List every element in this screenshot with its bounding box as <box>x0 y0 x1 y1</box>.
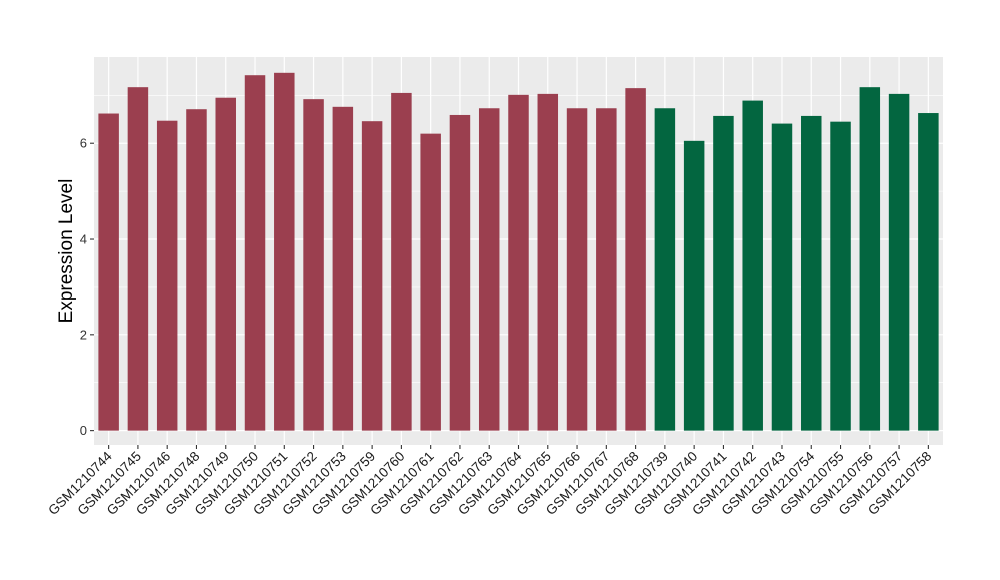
bar-GSM1210764 <box>508 94 529 431</box>
bar-GSM1210740 <box>683 140 705 431</box>
bar-GSM1210745 <box>127 87 149 431</box>
bar-GSM1210744 <box>98 113 119 431</box>
bar-GSM1210746 <box>156 120 178 431</box>
y-axis-title: Expression Level <box>56 179 77 324</box>
y-tick-label: 2 <box>80 327 87 342</box>
bar-GSM1210763 <box>478 108 500 431</box>
bar-GSM1210742 <box>742 100 763 431</box>
bar-GSM1210766 <box>566 108 588 431</box>
bar-GSM1210751 <box>274 72 295 431</box>
bar-GSM1210755 <box>830 121 851 431</box>
bar-GSM1210760 <box>391 92 412 431</box>
bar-GSM1210750 <box>244 75 266 431</box>
y-axis: 0 2 4 6 <box>80 136 94 438</box>
bar-GSM1210753 <box>332 106 354 431</box>
y-tick-label: 4 <box>80 232 87 247</box>
bar-GSM1210761 <box>420 133 441 431</box>
bar-GSM1210749 <box>215 97 236 431</box>
bar-GSM1210759 <box>361 121 383 431</box>
y-tick-label: 6 <box>80 136 87 151</box>
bar-GSM1210756 <box>859 87 881 431</box>
bar-GSM1210765 <box>537 93 559 431</box>
x-axis: GSM1210744GSM1210745GSM1210746GSM1210748… <box>45 445 934 518</box>
bar-GSM1210743 <box>771 123 793 431</box>
bar-GSM1210739 <box>654 108 676 431</box>
bar-GSM1210741 <box>713 115 734 431</box>
bars <box>98 72 939 431</box>
bar-GSM1210768 <box>625 88 646 431</box>
bar-GSM1210762 <box>449 114 471 431</box>
bar-GSM1210754 <box>801 115 822 431</box>
bar-GSM1210767 <box>596 108 617 431</box>
y-tick-label: 0 <box>80 423 87 438</box>
bar-GSM1210758 <box>918 113 939 431</box>
bar-GSM1210752 <box>303 99 324 431</box>
bar-GSM1210748 <box>186 109 207 431</box>
bar-GSM1210757 <box>888 93 910 431</box>
